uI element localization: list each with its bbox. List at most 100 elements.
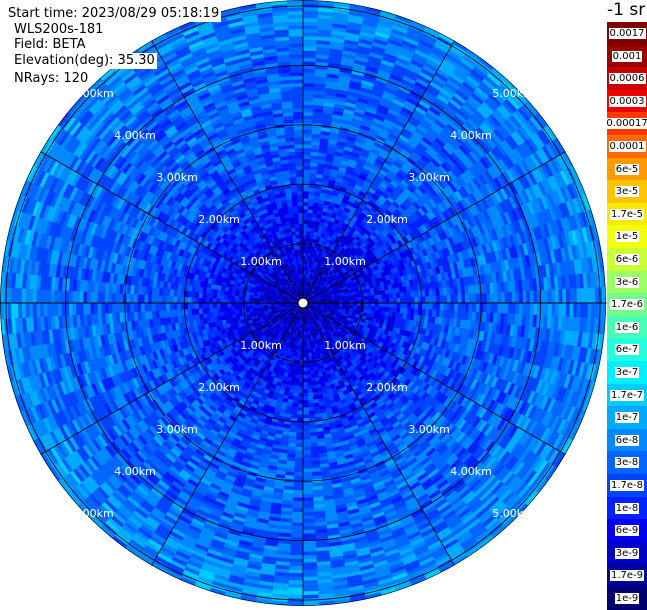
range-gate xyxy=(397,298,401,303)
range-gate xyxy=(426,303,430,310)
range-gate xyxy=(386,299,390,304)
range-gate xyxy=(303,134,312,138)
range-gate xyxy=(303,115,313,119)
range-gate xyxy=(368,306,372,310)
range-gate xyxy=(303,501,314,505)
range-gate xyxy=(303,490,313,494)
range-gate xyxy=(303,397,308,401)
range-gate xyxy=(393,303,397,308)
range-gate xyxy=(462,303,466,312)
range-gate xyxy=(512,303,516,314)
range-gate xyxy=(570,289,574,303)
range-gate xyxy=(303,58,316,62)
range-gate xyxy=(544,290,548,303)
range-gate xyxy=(595,303,599,319)
range-gate xyxy=(555,290,559,303)
range-gate xyxy=(306,235,310,239)
range-gate xyxy=(552,303,556,316)
range-gate xyxy=(303,130,312,134)
range-gate xyxy=(396,308,400,313)
range-gate xyxy=(303,29,317,33)
range-gate xyxy=(393,308,397,313)
range-gate xyxy=(303,213,308,217)
range-gate xyxy=(306,364,310,368)
range-gate xyxy=(357,300,361,303)
range-gate xyxy=(444,295,448,303)
range-gate xyxy=(505,292,509,303)
range-gate xyxy=(303,353,306,357)
range-gate xyxy=(303,379,307,383)
range-gate xyxy=(303,69,315,73)
range-gate xyxy=(303,79,315,83)
range-gate xyxy=(303,433,310,437)
range-gate xyxy=(303,249,306,253)
range-gate xyxy=(469,303,473,312)
range-gate xyxy=(308,206,313,210)
range-gate xyxy=(310,371,314,375)
range-gate xyxy=(303,562,317,566)
range-gate xyxy=(303,393,308,397)
range-gate xyxy=(303,429,310,433)
range-gate xyxy=(353,297,357,300)
range-gate xyxy=(303,238,306,242)
range-gate xyxy=(303,108,313,112)
range-gate xyxy=(307,217,312,221)
range-gate xyxy=(371,296,375,300)
range-gate xyxy=(490,293,494,303)
range-gate xyxy=(386,303,390,308)
range-gate xyxy=(476,303,480,312)
range-gate xyxy=(508,303,512,314)
range-gate xyxy=(440,303,444,310)
range-gate xyxy=(307,375,311,379)
range-gate xyxy=(523,291,527,303)
range-gate xyxy=(308,396,313,400)
range-gate xyxy=(309,356,312,360)
range-gate xyxy=(303,415,309,419)
range-gate xyxy=(307,386,312,390)
range-gate xyxy=(303,577,318,581)
range-gate xyxy=(364,303,368,306)
range-gate xyxy=(303,411,309,415)
range-gate xyxy=(548,303,552,316)
range-gate xyxy=(303,177,310,181)
range-gate xyxy=(303,440,310,444)
range-gate xyxy=(494,293,498,303)
range-gate xyxy=(303,548,316,552)
range-gate xyxy=(303,22,318,26)
range-gate xyxy=(303,454,311,458)
range-gate xyxy=(375,299,379,303)
range-gate xyxy=(371,307,375,311)
range-gate xyxy=(368,299,372,303)
range-gate xyxy=(382,299,386,303)
range-gate xyxy=(303,555,316,559)
range-gate xyxy=(562,303,566,317)
range-gate xyxy=(303,166,310,170)
range-gate xyxy=(303,516,314,520)
range-gate xyxy=(429,296,433,303)
range-gate xyxy=(303,245,306,249)
range-gate xyxy=(433,303,437,310)
range-gate xyxy=(303,36,317,40)
range-gate xyxy=(555,303,559,316)
range-gate xyxy=(472,303,476,312)
range-gate xyxy=(393,298,397,303)
range-gate xyxy=(303,505,314,509)
range-gate xyxy=(303,216,308,220)
range-gate xyxy=(303,530,315,534)
range-gate xyxy=(303,137,312,141)
range-gate xyxy=(303,209,308,213)
range-gate xyxy=(303,224,307,228)
range-gate xyxy=(303,487,313,491)
range-gate xyxy=(303,595,319,599)
range-gate xyxy=(364,296,368,300)
range-gate xyxy=(523,303,527,315)
range-gate xyxy=(382,294,386,299)
range-gate xyxy=(303,544,316,548)
range-gate xyxy=(356,294,360,297)
range-gate xyxy=(303,494,313,498)
range-gate xyxy=(303,97,314,101)
range-gate xyxy=(303,400,308,404)
range-gate xyxy=(487,293,491,303)
range-gate xyxy=(436,303,440,310)
